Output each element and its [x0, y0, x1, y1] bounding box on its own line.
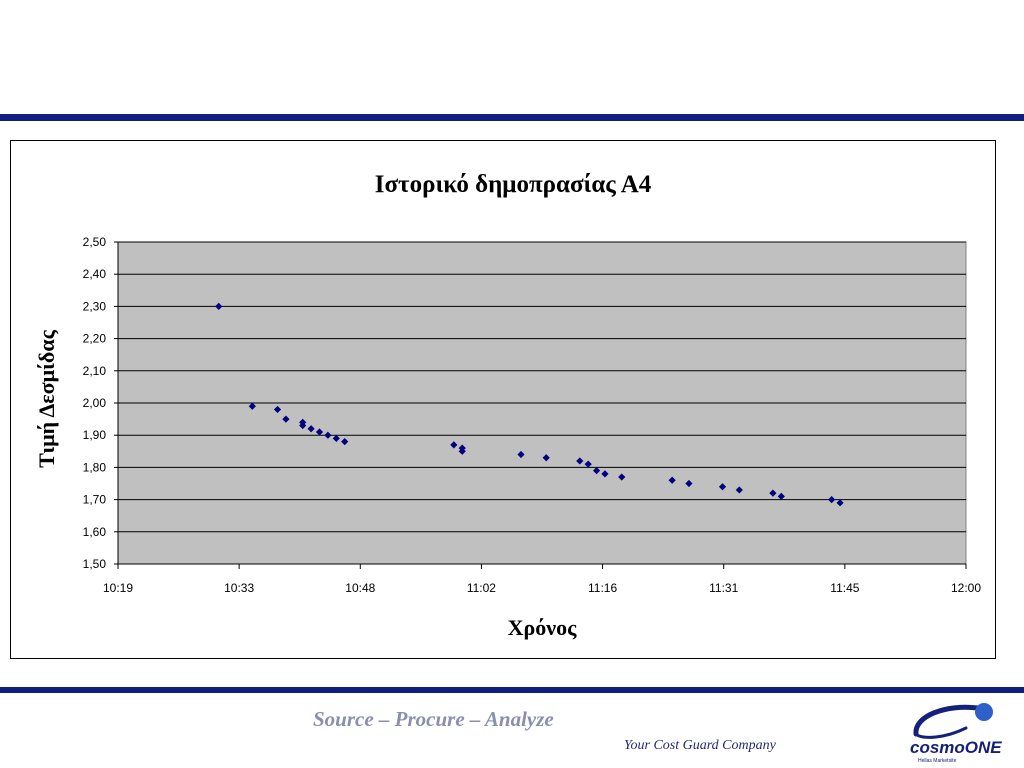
chart-title: Ιστορικό δημοπρασίας Α4 — [375, 171, 652, 198]
data-point — [248, 402, 256, 410]
x-tick-label: 10:48 — [345, 581, 375, 595]
footer-tagline: Source – Procure – Analyze — [313, 707, 554, 731]
x-axis-title: Χρόνος — [508, 615, 577, 640]
scatter-chart: 1,50 1,60 1,70 1,80 1,90 2,00 2,10 2,20 2,30 2,40… — [34, 171, 981, 640]
y-tick-label: 2,40 — [83, 267, 107, 281]
y-tick-label: 1,90 — [83, 428, 107, 442]
data-point — [685, 479, 693, 488]
x-tick-label: 12:00 — [951, 581, 981, 595]
y-tick-label: 1,80 — [83, 460, 107, 474]
y-tick-label: 2,50 — [83, 235, 107, 249]
data-point — [735, 486, 743, 494]
data-point — [618, 473, 626, 481]
data-point — [458, 447, 466, 455]
x-tick-label: 11:16 — [588, 581, 617, 595]
logo-subtext: Hellas Marketsite — [918, 758, 957, 764]
data-point — [576, 457, 584, 465]
data-point — [341, 438, 349, 446]
cosmoone-logo: cosmoONE Hellas Marketsite — [910, 703, 1002, 764]
data-point — [836, 499, 844, 507]
data-point — [828, 496, 836, 504]
y-tick-label: 2,10 — [83, 364, 107, 378]
y-tick-label: 2,30 — [83, 299, 107, 313]
data-point — [332, 434, 340, 443]
footer-subtagline: Your Cost Guard Company — [624, 738, 776, 753]
y-tick-label: 1,70 — [83, 493, 107, 507]
data-point — [517, 450, 525, 459]
x-tick-label: 11:02 — [467, 581, 496, 595]
data-point — [324, 431, 332, 439]
data-point — [542, 454, 550, 462]
logo-text: cosmoONE — [910, 738, 1002, 757]
data-point — [307, 425, 315, 433]
data-point — [450, 441, 458, 449]
data-point — [282, 415, 290, 423]
x-tick-label: 11:31 — [709, 581, 738, 595]
x-tick-label: 11:45 — [830, 581, 859, 595]
data-point — [273, 405, 282, 414]
footer-rule — [0, 687, 1024, 693]
data-point — [601, 470, 609, 478]
data-point — [718, 483, 727, 491]
y-tick-label: 1,60 — [83, 525, 107, 539]
x-tick-label: 10:33 — [224, 581, 254, 595]
x-tick-label: 10:19 — [103, 581, 133, 595]
header-rule — [0, 114, 1024, 121]
data-point — [769, 489, 777, 497]
data-point — [668, 476, 676, 484]
y-tick-label: 2,20 — [83, 332, 107, 346]
y-tick-label: 1,50 — [83, 557, 107, 571]
data-point — [584, 460, 592, 468]
chart-frame: 1,50 1,60 1,70 1,80 1,90 2,00 2,10 2,20 2,30 2,40… — [10, 140, 996, 659]
data-point — [315, 428, 324, 436]
y-tick-label: 2,00 — [83, 396, 107, 410]
data-point — [299, 421, 307, 430]
data-point — [777, 492, 785, 500]
y-axis-title: Τιμή Δεσμίδας — [34, 329, 59, 467]
data-point — [592, 467, 601, 475]
